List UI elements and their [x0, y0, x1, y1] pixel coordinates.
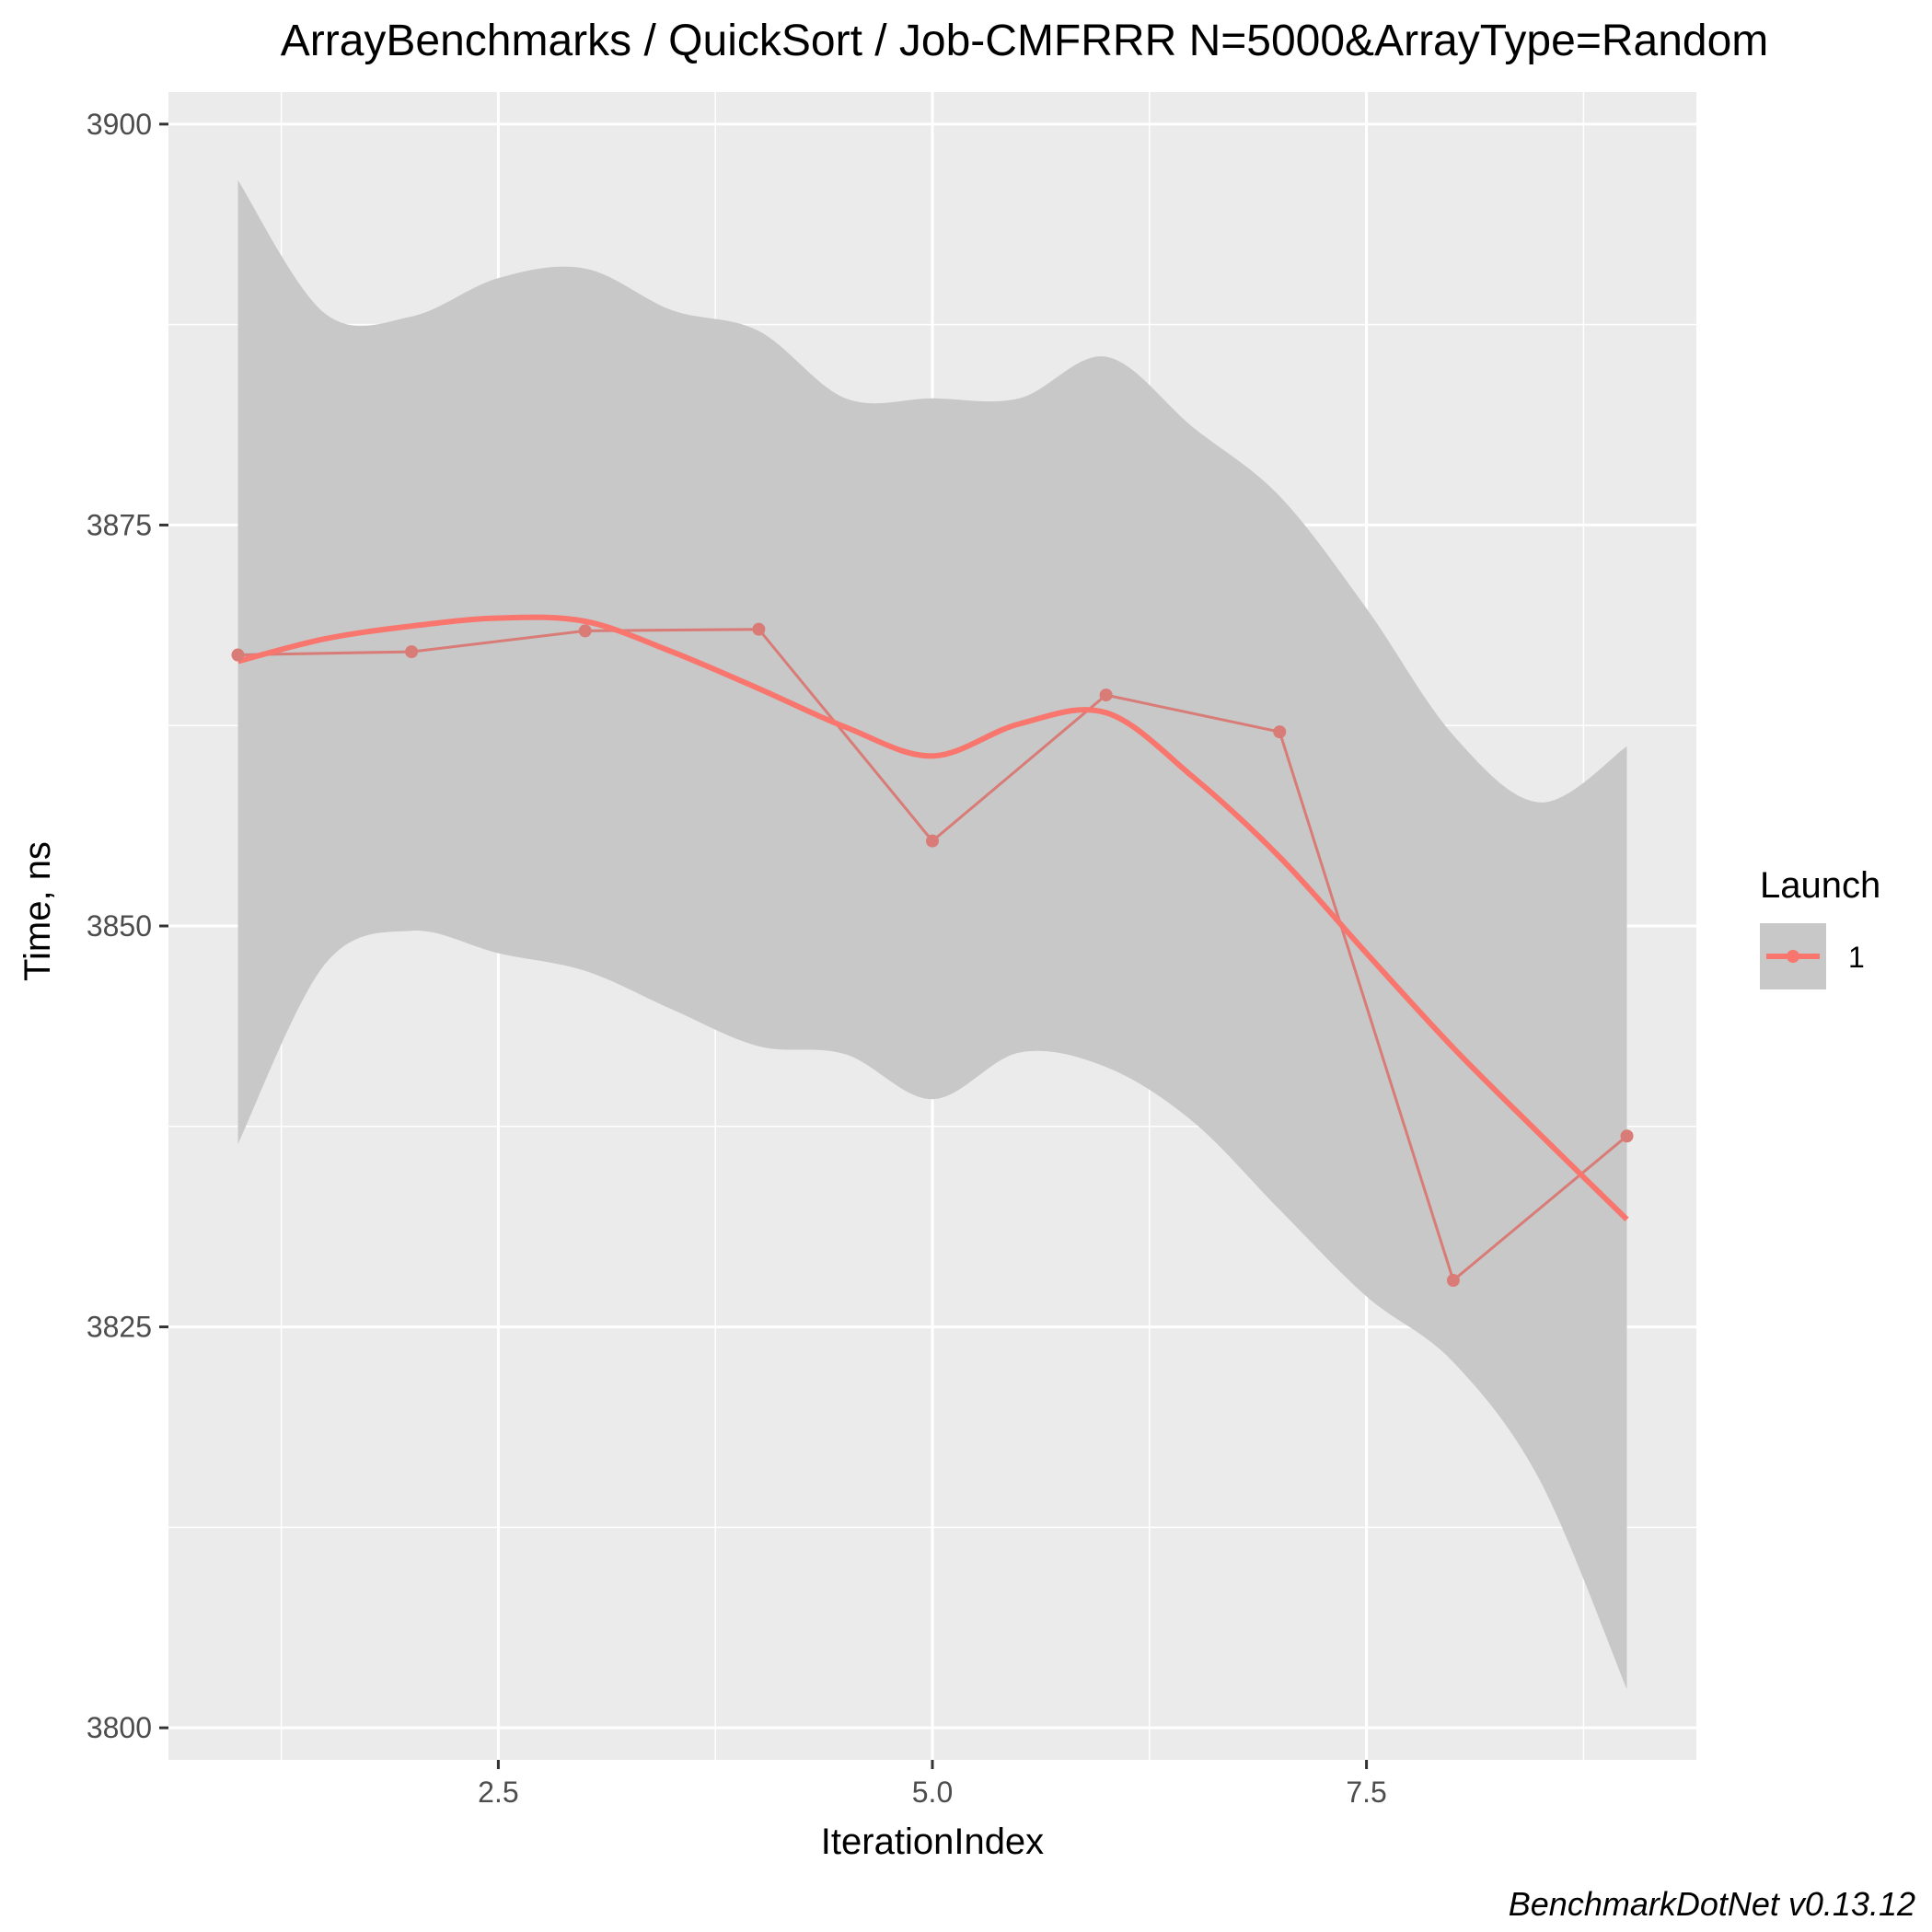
y-axis-title: Time, ns — [17, 841, 58, 981]
y-tick-label: 3825 — [87, 1311, 152, 1344]
data-point — [578, 624, 592, 638]
x-tick-label: 5.0 — [912, 1776, 953, 1809]
smooth-line — [237, 614, 1629, 1221]
data-point — [231, 648, 245, 662]
x-tick-label: 7.5 — [1346, 1776, 1386, 1809]
data-point — [405, 645, 419, 659]
data-point — [1446, 1274, 1460, 1288]
data-point — [926, 834, 939, 848]
confidence-band — [237, 179, 1627, 1690]
data-point — [1099, 688, 1113, 702]
data-point — [1620, 1129, 1634, 1143]
x-tick-label: 2.5 — [478, 1776, 518, 1809]
axes: 3800 3825 3850 3875 3900 2.5 5.0 7.5 — [87, 108, 1387, 1809]
y-tick-label: 3875 — [87, 508, 152, 541]
plot-area — [168, 92, 1696, 1760]
legend: Launch 1 — [1760, 865, 1880, 989]
legend-label: 1 — [1848, 941, 1865, 974]
data-point — [752, 622, 766, 636]
x-axis-title: IterationIndex — [821, 1822, 1044, 1862]
y-tick-label: 3850 — [87, 909, 152, 943]
data-point — [1273, 725, 1287, 739]
chart-caption: BenchmarkDotNet v0.13.12 — [1509, 1885, 1915, 1923]
chart-title: ArrayBenchmarks / QuickSort / Job-CMFRRR… — [281, 17, 1769, 65]
y-tick-label: 3900 — [87, 108, 152, 141]
legend-key-point — [1787, 950, 1799, 963]
y-tick-label: 3800 — [87, 1711, 152, 1744]
legend-title: Launch — [1760, 865, 1880, 906]
